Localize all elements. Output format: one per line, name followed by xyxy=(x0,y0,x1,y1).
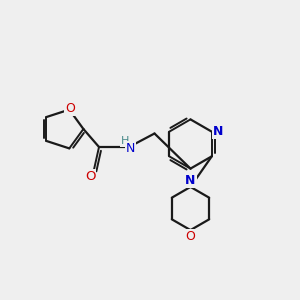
Text: N: N xyxy=(126,142,135,155)
Text: H: H xyxy=(121,136,130,146)
Text: N: N xyxy=(185,174,196,188)
Text: O: O xyxy=(85,170,95,184)
Text: O: O xyxy=(65,102,75,115)
Text: O: O xyxy=(186,230,195,243)
Text: N: N xyxy=(213,125,224,138)
